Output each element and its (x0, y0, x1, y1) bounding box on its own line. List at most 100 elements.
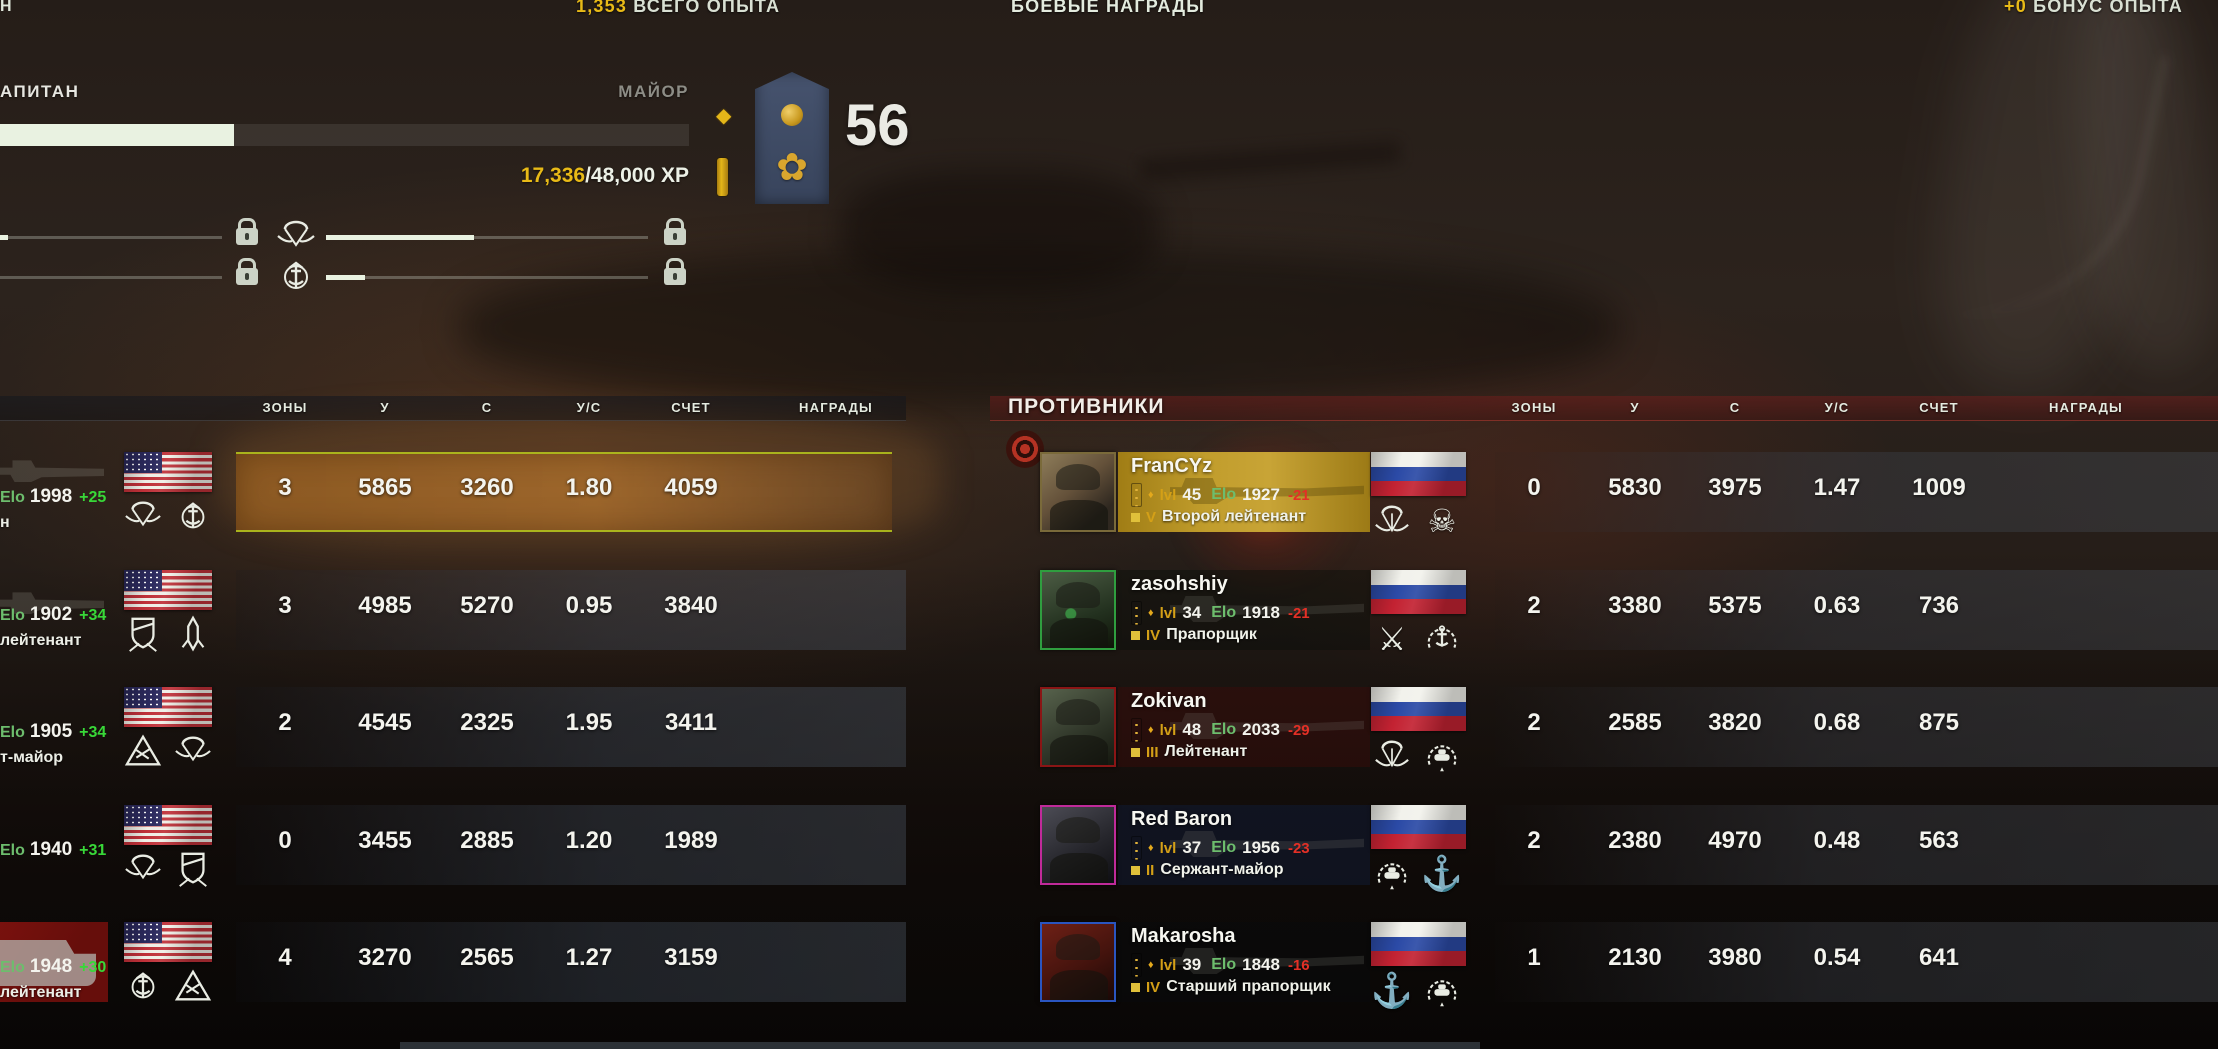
rank-progress-bar (0, 124, 689, 146)
avatar-body (1050, 735, 1108, 765)
flag-wave (124, 687, 212, 727)
flag-wave (124, 805, 212, 845)
missile-icon (172, 612, 214, 656)
service-badges (122, 612, 214, 656)
enemy-row[interactable]: Red Baron ♦ lvl 37 Elo 1956 -23 II Сержант-май… (990, 805, 2218, 891)
avatar-body (1050, 618, 1108, 648)
row-band (236, 570, 906, 650)
rank-line: II Сержант-майор (1131, 861, 1284, 879)
lvl-value: 48 (1182, 720, 1202, 739)
stat-kills: 4545 (358, 709, 412, 736)
enemy-row[interactable]: FranCYz ♦ lvl 45 Elo 1927 -21 V Второй лейтена… (990, 452, 2218, 537)
stat-kd: 1.95 (565, 709, 613, 736)
player-avatar[interactable] (1040, 922, 1116, 1002)
service-badges: ⚓ (1371, 969, 1463, 1013)
player-avatar[interactable] (1040, 570, 1116, 650)
anchor-icon: ⚓ (1370, 972, 1414, 1010)
rank-square-icon (1131, 512, 1140, 522)
russia-flag-icon (1371, 452, 1466, 496)
elo-delta: +25 (79, 489, 107, 506)
player-card: Zokivan ♦ lvl 48 Elo 2033 -29 III Лейтенант (1118, 687, 1370, 767)
stat-zones: 0 (1527, 474, 1541, 501)
column-kd: У/С (1824, 400, 1850, 415)
rank-square-icon (1131, 865, 1140, 875)
level-elo-line: ♦ lvl 37 Elo 1956 -23 (1131, 836, 1310, 860)
russia-flag-icon (1371, 570, 1466, 614)
marine-badge-icon (276, 254, 316, 298)
lvl-value: 34 (1182, 603, 1202, 622)
tank-wreath-icon (1371, 852, 1413, 896)
unlock-progress-line (326, 236, 648, 239)
elo-value: 1905 (29, 721, 73, 742)
player-avatar[interactable] (1040, 452, 1116, 532)
service-badges: ⚓ (1371, 852, 1463, 896)
weapon-silhouette-fragment (0, 460, 104, 482)
flag-wave (1371, 452, 1466, 496)
ally-row[interactable]: Elo 1940 +31 0 3455 2885 1.20 1989 (0, 805, 906, 887)
rank-square-icon (1131, 630, 1140, 640)
player-avatar[interactable] (1040, 687, 1116, 767)
column-awards: НАГРАДЫ (2049, 400, 2123, 415)
diamond-marks: ♦ (1148, 959, 1154, 971)
rank-name-fragment: т-майор (0, 749, 64, 766)
enemy-row[interactable]: Zokivan ♦ lvl 48 Elo 2033 -29 III Лейтенант 2 … (990, 687, 2218, 772)
stat-kills: 2130 (1608, 944, 1662, 971)
epaulette-button (781, 104, 803, 126)
flag-wave (1371, 687, 1466, 731)
flag-wave (1371, 805, 1466, 849)
column-awards: НАГРАДЫ (799, 400, 873, 415)
ally-row[interactable]: Elo 1905 +34 т-майор 2 4545 2325 1.95 3411 (0, 687, 906, 767)
player-level: 56 (845, 93, 910, 158)
player-name: FranCYz (1131, 455, 1213, 477)
usa-flag-icon (124, 570, 212, 610)
level-elo-line: ♦ lvl 34 Elo 1918 -21 (1131, 601, 1310, 625)
enemy-row[interactable]: Makarosha ♦ lvl 39 Elo 1848 -16 IV Старший пра… (990, 922, 2218, 1008)
player-avatar[interactable] (1040, 805, 1116, 885)
jump-wings-icon (122, 847, 164, 891)
player-name: Makarosha (1131, 925, 1236, 947)
diamond-marks: ♦ (1148, 489, 1154, 501)
russia-flag-icon (1371, 687, 1466, 731)
stat-kills: 2380 (1608, 827, 1662, 854)
ally-row[interactable]: Elo 1902 +34 лейтенант 3 4985 5270 0.95 38… (0, 570, 906, 652)
rank-diamond-icon: ◆ (716, 105, 732, 127)
beret-skull-icon: ☠ (1427, 503, 1457, 539)
current-rank-label: АПИТАН (0, 82, 80, 101)
bonus-xp-text: +0 БОНУС ОПЫТА (2004, 0, 2183, 17)
service-badges (1371, 734, 1463, 778)
stat-zones: 3 (278, 474, 292, 501)
unlock-progress-fill (326, 235, 474, 240)
ally-row-player[interactable]: Elo 1998 +25 н 3 5865 3260 1.80 4059 (0, 452, 906, 532)
avatar-body (1050, 970, 1108, 1000)
stat-kills: 3270 (358, 944, 412, 971)
stat-kd: 1.27 (565, 944, 613, 971)
diamond-marks: ♦ (1148, 724, 1154, 736)
enemies-title: ПРОТИВНИКИ (1008, 395, 1165, 418)
enemy-row[interactable]: zasohshiy ♦ lvl 34 Elo 1918 -21 IV Прапорщик ⚔… (990, 570, 2218, 655)
player-card: Makarosha ♦ lvl 39 Elo 1848 -16 IV Старший пра… (1118, 922, 1370, 1002)
stat-kd: 1.80 (565, 474, 613, 501)
stat-score: 4059 (664, 474, 718, 501)
rank-line: III Лейтенант (1131, 743, 1247, 761)
rank-line: IV Старший прапорщик (1131, 978, 1331, 996)
elo-delta: -21 (1287, 486, 1310, 504)
rank-name: Сержант-майор (1160, 861, 1284, 878)
elo-label: Elo (0, 607, 25, 624)
tank-turret-silhouette (840, 170, 1160, 290)
rank-bar-icon (717, 158, 728, 196)
enemies-table-header: ЗОНЫ У С У/С СЧЕТ НАГРАДЫ (990, 396, 2218, 421)
avatar-helmet (1056, 582, 1100, 608)
cav-shield-icon (122, 612, 164, 656)
elo-rating: Elo 1902 +34 (0, 604, 106, 626)
rank-roman-numeral: II (1146, 861, 1155, 879)
row-band (1495, 922, 2218, 1002)
rank-roman-numeral: IV (1146, 978, 1161, 996)
elo-value: 1998 (29, 486, 73, 507)
service-badges: ⚔ (1371, 617, 1463, 661)
stat-score: 641 (1918, 944, 1960, 971)
ally-row[interactable]: Elo 1948 +30 лейтенант 4 3270 2565 1.27 31… (0, 922, 906, 1002)
stat-kills: 3455 (358, 827, 412, 854)
column-kills: У (380, 400, 390, 415)
elo-delta: +30 (79, 959, 107, 976)
